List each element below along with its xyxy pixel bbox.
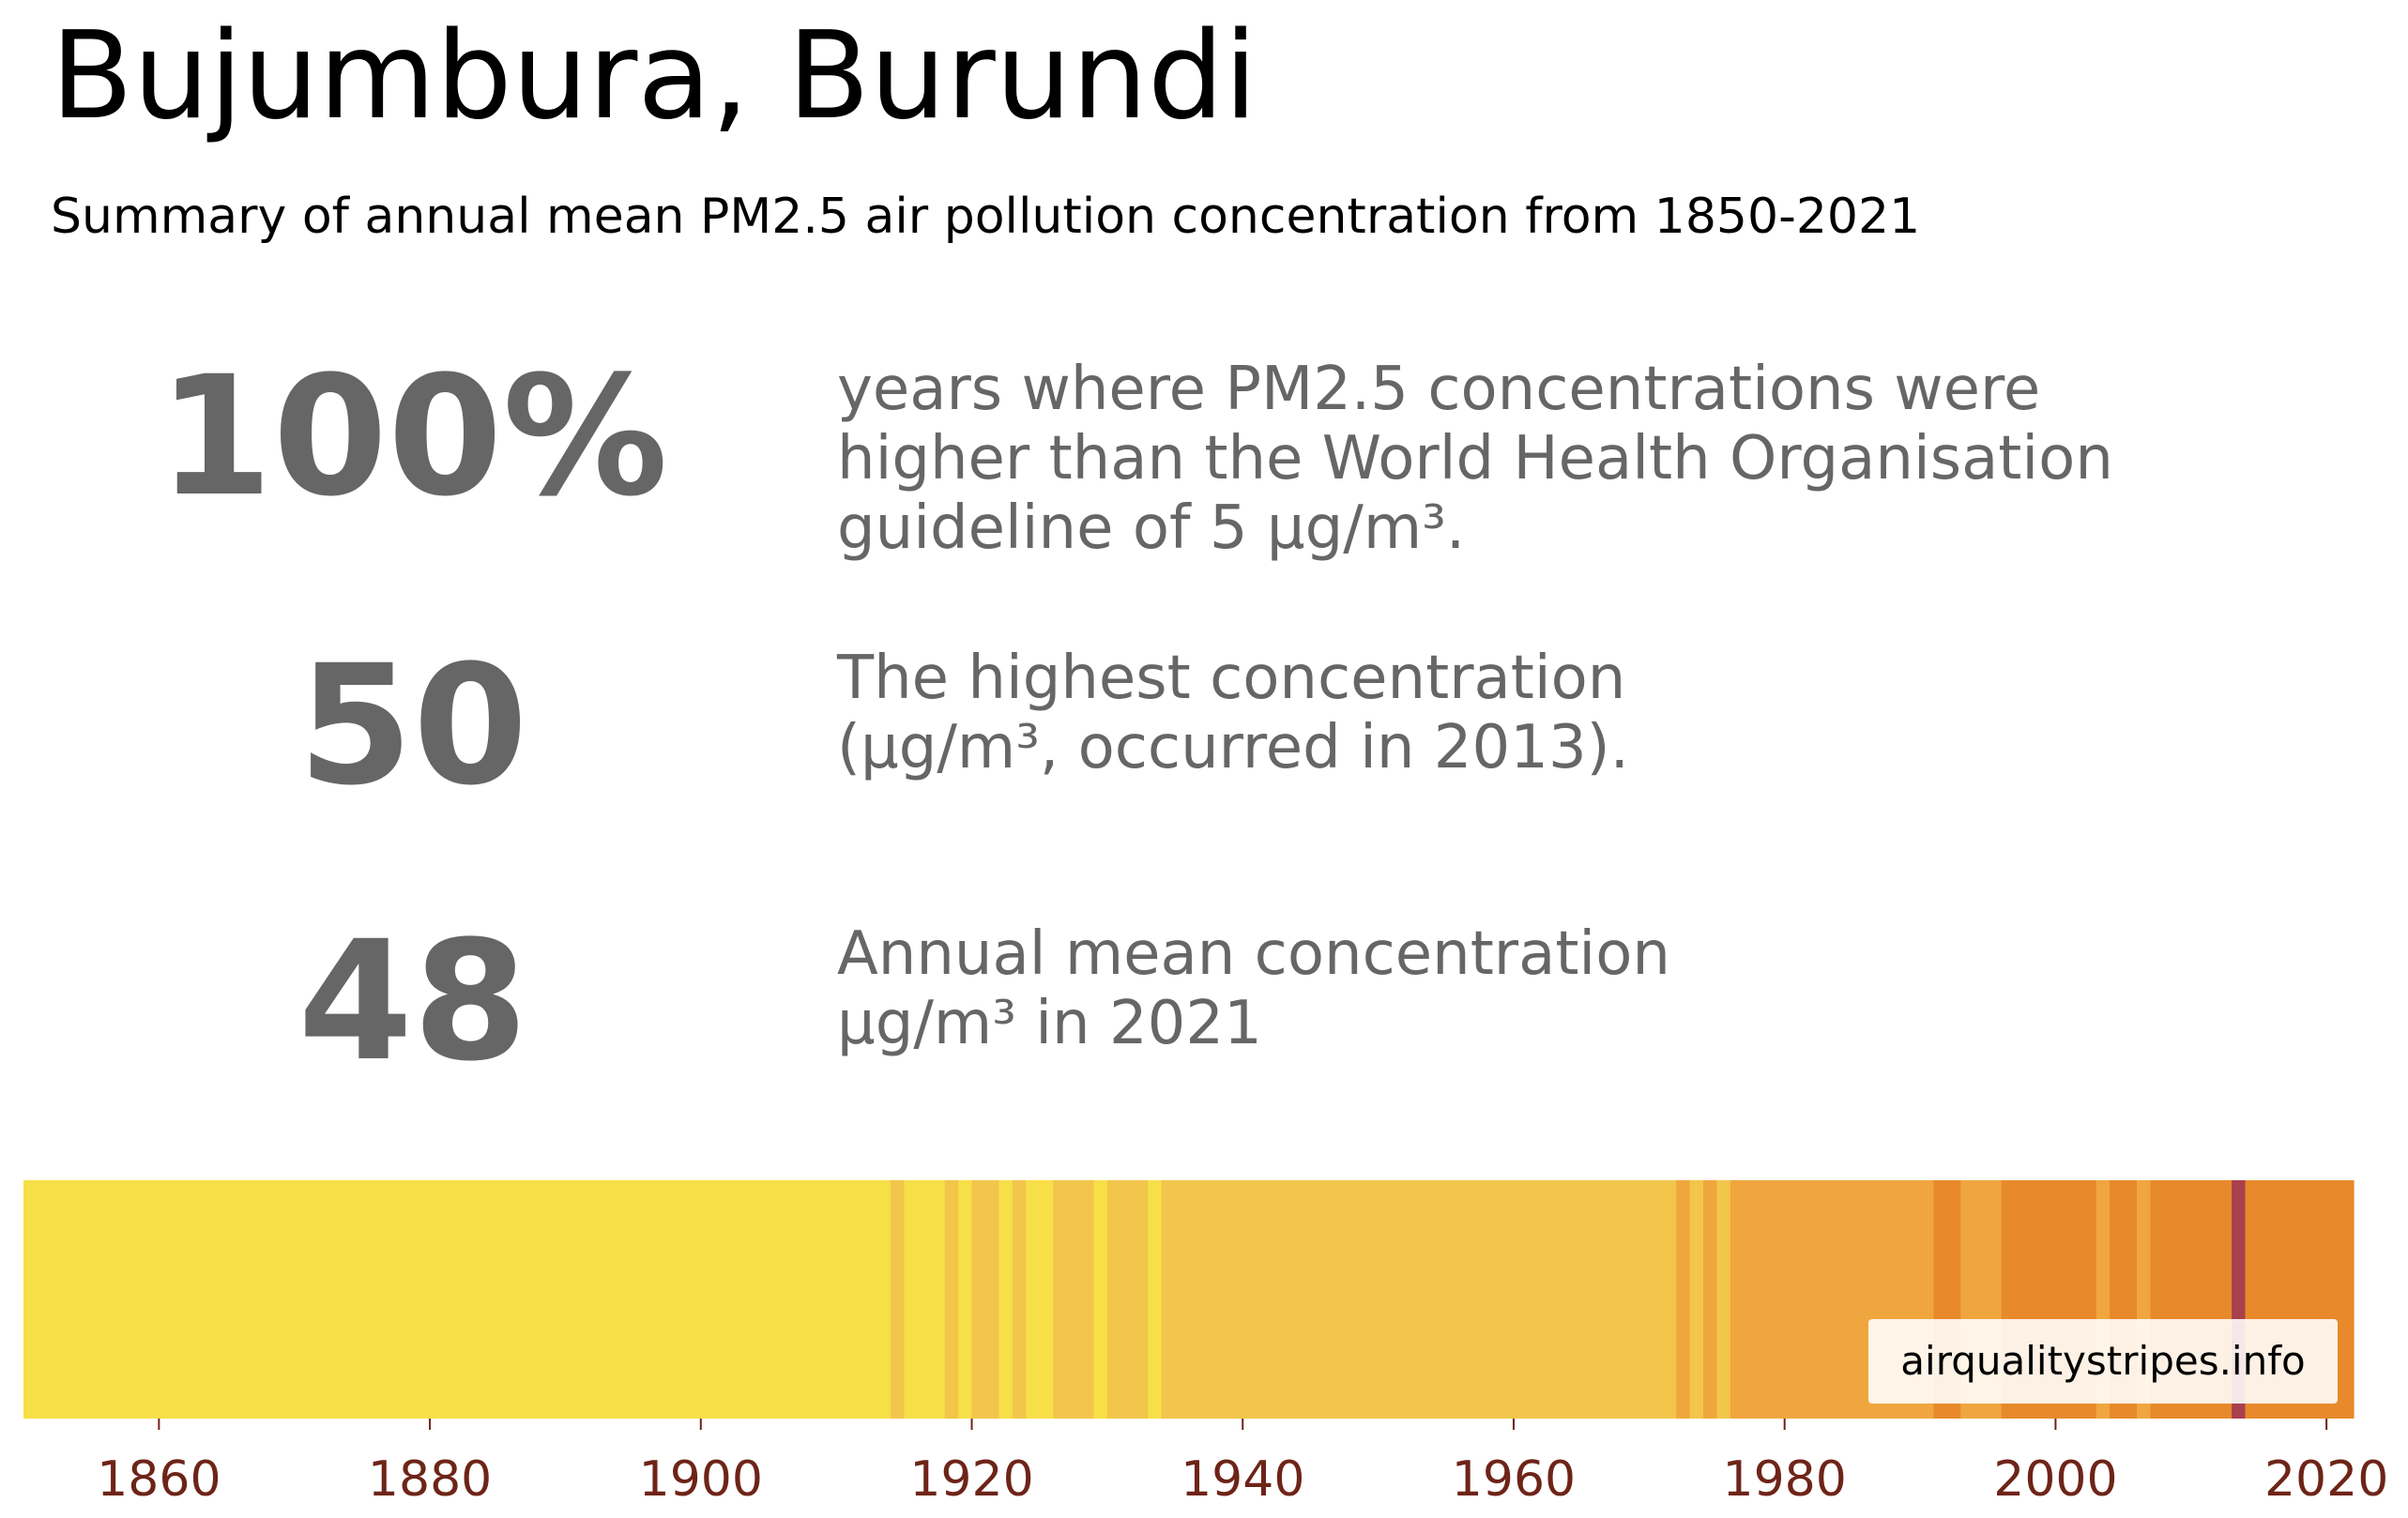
- stripe-1923-1924: [1012, 1180, 1027, 1419]
- stripe-1914-1915: [890, 1180, 905, 1419]
- stripe-1934-1972: [1161, 1180, 1677, 1419]
- stat-value-highest: 50: [297, 630, 528, 822]
- stripe-1973-1974: [1689, 1180, 1704, 1419]
- x-tick-label-1960: 1960: [1452, 1451, 1576, 1508]
- x-tick-label-2000: 2000: [1993, 1451, 2117, 1508]
- stat-description-exceedance: years where PM2.5 concentrations were hi…: [837, 355, 2113, 563]
- stat-description-highest: The highest concentration (µg/m³, occurr…: [837, 644, 1629, 782]
- x-axis: 1860 1880 1900 1920 1940 1960 1980 2000 2020: [97, 1419, 2388, 1508]
- stat-description-latest: Annual mean concentration µg/m³ in 2021: [837, 919, 1670, 1058]
- x-tick-label-1880: 1880: [368, 1451, 492, 1508]
- credit-label: airqualitystripes.info: [1868, 1319, 2338, 1404]
- x-tick-label-1940: 1940: [1181, 1451, 1304, 1508]
- stripe-1918-1919: [944, 1180, 959, 1419]
- stripe-1974-1975: [1703, 1180, 1718, 1419]
- x-tick-label-1980: 1980: [1723, 1451, 1847, 1508]
- stat-value-latest: 48: [297, 905, 528, 1098]
- stripe-1919-1920: [958, 1180, 973, 1419]
- stripes-group: [23, 1180, 2355, 1419]
- x-tick-label-1920: 1920: [909, 1451, 1033, 1508]
- stripe-1924-1926: [1026, 1180, 1054, 1419]
- x-tick-label-2020: 2020: [2264, 1451, 2388, 1508]
- stripe-1933-1934: [1148, 1180, 1163, 1419]
- stripe-1926-1929: [1053, 1180, 1095, 1419]
- x-tick-label-1900: 1900: [639, 1451, 763, 1508]
- page-subtitle: Summary of annual mean PM2.5 air polluti…: [51, 189, 1921, 245]
- stripe-1920-1922: [971, 1180, 999, 1419]
- stripe-1850-1914: [23, 1180, 892, 1419]
- stat-value-exceedance: 100%: [158, 341, 668, 533]
- stripe-1922-1923: [998, 1180, 1013, 1419]
- stripe-1972-1973: [1676, 1180, 1691, 1419]
- page-title: Bujumbura, Burundi: [51, 7, 1257, 146]
- stripe-1929-1930: [1093, 1180, 1108, 1419]
- stripe-1930-1933: [1106, 1180, 1149, 1419]
- stripe-1975-1976: [1716, 1180, 1731, 1419]
- x-tick-label-1860: 1860: [97, 1451, 221, 1508]
- stripe-1915-1918: [904, 1180, 946, 1419]
